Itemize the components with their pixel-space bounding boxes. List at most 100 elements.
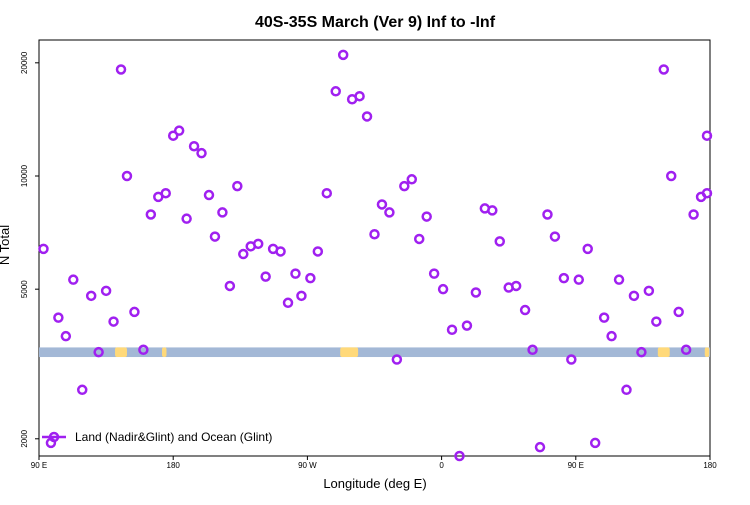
x-axis: 90 E 180 90 W 0 90 E 180 [31,456,717,470]
data-point-0-10 [115,64,127,75]
data-point-0-82 [665,170,677,182]
chart-title: 40S-35S March (Ver 9) Inf to -Inf [255,14,496,31]
data-point-0-11 [121,170,133,182]
data-point-0-67 [549,231,561,242]
data-point-0-40 [337,49,349,61]
data-point-0-59 [487,205,498,216]
data-point-0-47 [391,354,403,365]
data-point-0-21 [196,147,207,159]
data-point-0-54 [446,324,458,336]
data-point-0-46 [384,207,395,218]
data-point-0-26 [232,180,243,192]
data-point-0-62 [510,280,522,292]
legend-marker [48,431,60,443]
data-point-0-51 [421,211,432,222]
data-point-0-60 [494,236,506,247]
data-point-0-79 [643,285,655,297]
land-patch-2 [340,347,359,358]
x-tick-label-1: 180 [167,461,181,470]
data-point-0-49 [406,174,418,185]
y-tick-label-3: 20000 [20,51,29,74]
data-point-0-43 [361,111,373,122]
data-points [38,49,713,462]
data-point-0-75 [613,274,625,285]
data-point-0-16 [160,187,171,199]
data-point-0-39 [330,86,341,97]
x-tick-label-5: 180 [703,461,717,470]
data-point-0-84 [680,344,692,356]
data-point-0-29 [252,238,264,250]
data-point-0-8 [100,285,112,297]
y-axis-label: N Total [0,225,12,265]
y-tick-label-1: 5000 [20,280,29,298]
data-point-0-35 [296,290,307,302]
x-tick-label-3: 0 [439,461,444,470]
plot-frame [38,39,711,457]
ocean-band-rect [39,347,710,358]
data-point-0-34 [290,268,301,279]
x-axis-label: Longitude (deg E) [323,476,426,491]
data-point-0-85 [688,209,699,220]
data-point-0-48 [399,180,410,192]
data-point-0-36 [305,272,316,284]
data-point-0-55 [454,450,465,462]
data-point-0-64 [527,344,538,356]
y-tick-label-0: 2000 [20,429,29,447]
data-point-0-70 [573,274,585,285]
data-point-0-68 [558,272,570,284]
data-point-0-56 [461,320,473,331]
data-point-0-3 [60,330,72,342]
data-point-0-78 [636,346,647,358]
data-point-0-33 [282,297,294,309]
legend-label: Land (Nadir&Glint) and Ocean (Glint) [75,430,272,444]
data-point-0-66 [542,209,553,220]
data-point-0-5 [76,384,88,396]
data-point-0-13 [138,344,149,356]
data-point-0-32 [275,246,286,257]
data-point-0-45 [376,199,388,210]
data-point-0-24 [217,207,228,218]
data-point-0-20 [188,140,200,152]
data-point-0-42 [354,90,365,102]
data-point-0-73 [598,312,610,323]
y-tick-label-2: 10000 [20,164,29,187]
data-point-0-18 [173,125,185,136]
land-patch-0 [115,347,127,358]
data-point-0-25 [224,280,236,292]
data-point-0-44 [369,228,380,240]
data-point-0-38 [321,187,333,199]
data-point-0-14 [145,209,157,220]
data-point-0-27 [238,248,249,260]
data-point-0-30 [260,271,271,282]
data-point-0-17 [167,130,179,141]
x-tick-label-2: 90 W [298,461,317,470]
data-point-0-65 [534,441,546,453]
data-point-0-81 [658,64,670,75]
data-point-0-71 [582,243,593,255]
land-patches [115,347,710,358]
data-point-0-69 [566,354,577,365]
data-point-0-63 [519,304,531,316]
data-point-0-88 [701,130,713,141]
data-point-0-77 [628,290,640,302]
data-point-0-9 [108,316,119,327]
land-patch-3 [657,347,670,358]
data-point-0-83 [673,306,684,318]
data-point-0-2 [53,312,64,323]
data-point-0-74 [606,330,617,342]
land-patch-4 [704,347,710,358]
data-point-0-52 [428,268,440,279]
x-tick-label-4: 90 E [568,461,584,470]
legend: Land (Nadir&Glint) and Ocean (Glint) [42,430,272,444]
data-point-0-0 [38,243,49,255]
data-point-0-53 [437,283,449,295]
data-point-0-76 [621,384,632,396]
ocean-band [39,347,710,358]
data-point-0-50 [413,233,425,245]
data-point-0-37 [312,246,324,257]
data-point-0-12 [129,306,140,318]
data-point-0-23 [209,231,221,242]
data-point-0-7 [93,346,104,358]
